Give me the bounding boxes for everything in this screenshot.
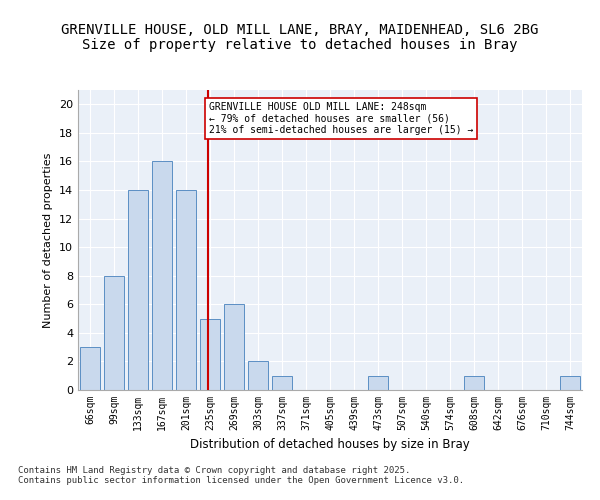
Bar — [104, 276, 124, 390]
Text: Size of property relative to detached houses in Bray: Size of property relative to detached ho… — [82, 38, 518, 52]
Bar — [368, 376, 388, 390]
Bar — [128, 190, 148, 390]
Bar — [560, 376, 580, 390]
Bar — [80, 347, 100, 390]
Bar — [176, 190, 196, 390]
Text: GRENVILLE HOUSE, OLD MILL LANE, BRAY, MAIDENHEAD, SL6 2BG: GRENVILLE HOUSE, OLD MILL LANE, BRAY, MA… — [61, 22, 539, 36]
Bar — [200, 318, 220, 390]
Bar — [152, 162, 172, 390]
Bar — [464, 376, 484, 390]
Text: GRENVILLE HOUSE OLD MILL LANE: 248sqm
← 79% of detached houses are smaller (56)
: GRENVILLE HOUSE OLD MILL LANE: 248sqm ← … — [209, 102, 473, 135]
Y-axis label: Number of detached properties: Number of detached properties — [43, 152, 53, 328]
Bar — [248, 362, 268, 390]
X-axis label: Distribution of detached houses by size in Bray: Distribution of detached houses by size … — [190, 438, 470, 452]
Bar — [272, 376, 292, 390]
Bar — [224, 304, 244, 390]
Text: Contains HM Land Registry data © Crown copyright and database right 2025.
Contai: Contains HM Land Registry data © Crown c… — [18, 466, 464, 485]
